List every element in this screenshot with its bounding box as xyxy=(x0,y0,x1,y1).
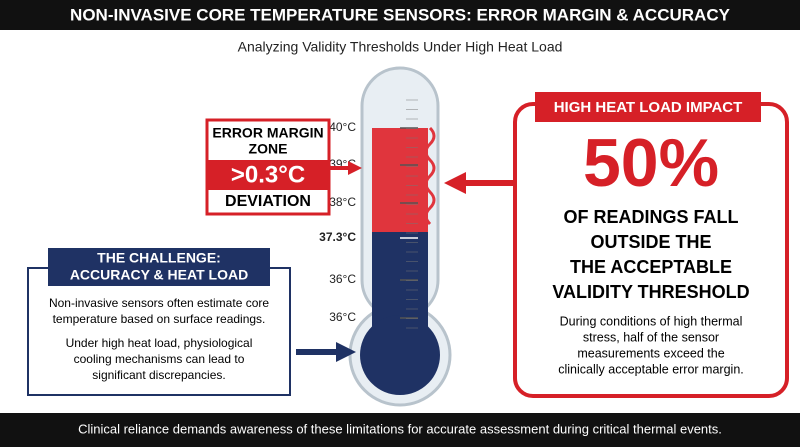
challenge-title: ACCURACY & HEAT LOAD xyxy=(70,267,248,283)
arrow-head xyxy=(444,172,466,194)
title-bar xyxy=(0,0,800,30)
impact-statement: OF READINGS FALL xyxy=(564,207,739,227)
title: NON-INVASIVE CORE TEMPERATURE SENSORS: E… xyxy=(70,5,731,24)
footer-text: Clinical reliance demands awareness of t… xyxy=(78,421,722,436)
impact-statement: OUTSIDE THE xyxy=(590,232,711,252)
subtitle: Analyzing Validity Thresholds Under High… xyxy=(238,39,563,55)
error-zone-label: ZONE xyxy=(249,141,288,157)
footer-bar xyxy=(0,413,800,447)
temperature-label: 37.3°C xyxy=(319,230,356,244)
error-zone-label: ERROR MARGIN xyxy=(212,125,323,141)
impact-value: 50% xyxy=(583,125,719,201)
temperature-label: 36°C xyxy=(329,310,356,324)
heat-wave xyxy=(424,126,436,226)
challenge-text: significant discrepancies. xyxy=(92,368,225,382)
temperature-label: 36°C xyxy=(329,272,356,286)
impact-statement: THE ACCEPTABLE xyxy=(570,257,732,277)
thermometer-bulb xyxy=(360,315,440,395)
impact-title: HIGH HEAT LOAD IMPACT xyxy=(554,99,743,116)
impact-header xyxy=(535,92,761,122)
challenge-text: temperature based on surface readings. xyxy=(53,312,266,326)
challenge-text: Non-invasive sensors often estimate core xyxy=(49,296,269,310)
error-zone-value: >0.3°C xyxy=(231,161,305,188)
impact-text: clinically acceptable error margin. xyxy=(558,362,744,376)
challenge-text: Under high heat load, physiological xyxy=(66,336,253,350)
challenge-title: THE CHALLENGE: xyxy=(97,250,221,266)
error-zone-fill xyxy=(372,128,428,232)
challenge-header xyxy=(48,248,270,286)
temperature-label: 38°C xyxy=(329,195,356,209)
error-zone-caption: DEVIATION xyxy=(225,193,311,210)
impact-text: measurements exceed the xyxy=(577,346,724,360)
impact-text: During conditions of high thermal xyxy=(560,314,743,328)
error-zone-band xyxy=(207,160,329,190)
arrow-head xyxy=(348,161,362,175)
impact-statement: VALIDITY THRESHOLD xyxy=(552,282,749,302)
impact-text: stress, half of the sensor xyxy=(583,330,719,344)
temperature-label: 40°C xyxy=(329,120,356,134)
arrow-head xyxy=(336,342,356,362)
challenge-text: cooling mechanisms can lead to xyxy=(74,352,245,366)
